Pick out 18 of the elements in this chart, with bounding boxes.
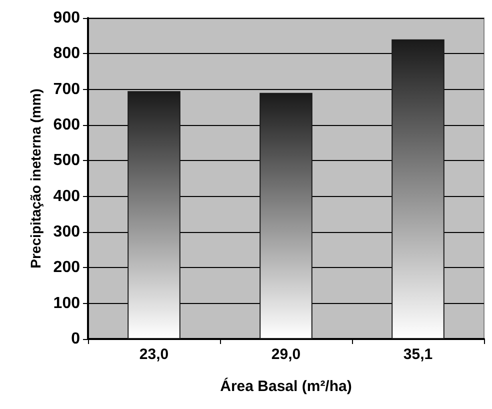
bar bbox=[392, 39, 444, 339]
y-tick-label: 100 bbox=[53, 294, 80, 312]
x-tick-label: 23,0 bbox=[139, 346, 169, 363]
y-tick-label: 0 bbox=[71, 330, 80, 348]
bar bbox=[128, 91, 180, 339]
y-tick-label: 600 bbox=[53, 116, 80, 134]
bar bbox=[260, 92, 312, 339]
y-axis-title: Precipitação ineterna (mm) bbox=[27, 88, 44, 268]
y-tick-label: 800 bbox=[53, 45, 80, 62]
y-tick-label: 500 bbox=[53, 152, 80, 170]
x-axis-title: Área Basal (m²/ha) bbox=[220, 377, 352, 395]
y-tick-label: 300 bbox=[53, 224, 80, 240]
y-tick-label: 400 bbox=[53, 188, 80, 205]
y-tick-label: 900 bbox=[53, 10, 80, 26]
y-tick-label: 200 bbox=[53, 259, 80, 276]
y-tick-label: 700 bbox=[53, 80, 80, 98]
x-tick-label: 35,1 bbox=[403, 346, 433, 363]
x-tick-label: 29,0 bbox=[271, 346, 301, 363]
